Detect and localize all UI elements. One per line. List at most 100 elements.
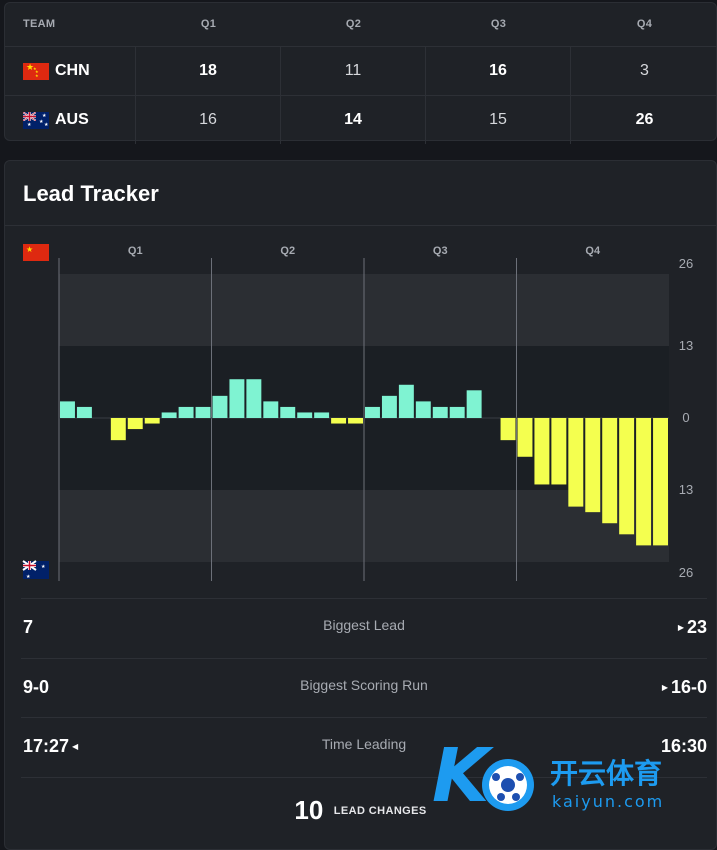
- q1-score: 16: [136, 96, 281, 144]
- stat-right-value: ▶ 23: [677, 617, 707, 637]
- quarter-label: Q3: [433, 245, 448, 257]
- lead-bars: [60, 379, 668, 546]
- stat-label: Time Leading: [321, 736, 407, 752]
- china-flag-icon: ★ ★ ★ ★: [23, 62, 49, 80]
- lead-tracker-chart: Q1 Q2 Q3 Q4 26 13 0 13 26 ★ ★ ★: [22, 244, 693, 581]
- lead-bar: [178, 406, 194, 418]
- q2-score: 14: [281, 96, 426, 144]
- header-team: TEAM: [23, 18, 56, 30]
- y-tick-label: 13: [679, 338, 693, 353]
- australia-flag-icon: ★ ★ ★ ★: [23, 111, 49, 129]
- svg-text:★: ★: [26, 245, 33, 254]
- lead-tracker-card: Lead Tracker Q1 Q2 Q3 Q4 26 13 0 13 26 ★ ★ ★ 7 …: [4, 160, 717, 850]
- team-name: AUS: [55, 111, 89, 128]
- y-tick-label: 13: [679, 482, 693, 497]
- q4-score: 26: [635, 111, 654, 128]
- divider: [5, 225, 716, 226]
- lead-bar: [314, 412, 330, 418]
- quarter-label: Q2: [280, 245, 295, 257]
- lead-bar: [263, 401, 279, 418]
- quarter-label: Q4: [585, 245, 601, 257]
- lead-bar: [585, 418, 601, 513]
- stat-right-value: 16:30: [660, 736, 707, 756]
- q2-score: 11: [281, 47, 426, 95]
- stat-left-value: 7: [23, 617, 34, 637]
- lead-bar: [348, 418, 363, 424]
- lead-bar: [466, 390, 482, 418]
- q4-score: 3: [640, 62, 649, 79]
- stat-left-value: 17:27 ◀: [23, 736, 79, 756]
- lead-bar: [144, 418, 160, 424]
- lead-bar: [432, 406, 448, 418]
- lead-bar: [500, 418, 516, 441]
- header-q4: Q4: [636, 18, 653, 30]
- lead-bar: [619, 418, 635, 535]
- lead-bar: [110, 418, 126, 441]
- svg-text:★: ★: [26, 574, 31, 580]
- lead-tracker-title: Lead Tracker: [23, 181, 159, 206]
- svg-text:kaiyun.com: kaiyun.com: [552, 792, 664, 811]
- quarter-labels: Q1 Q2 Q3 Q4: [128, 245, 601, 257]
- team-name: CHN: [55, 62, 90, 79]
- q1-score: 18: [136, 47, 281, 95]
- lead-bar: [449, 406, 465, 418]
- stat-time-leading: 17:27 ◀ Time Leading 16:30: [21, 717, 707, 776]
- stat-label: Biggest Lead: [323, 617, 405, 633]
- lead-changes-label: LEAD CHANGES: [333, 804, 427, 817]
- y-tick-label: 0: [682, 410, 689, 425]
- stat-biggest-lead: 7 Biggest Lead ▶ 23: [21, 598, 707, 657]
- lead-bar: [76, 406, 92, 418]
- lead-changes: 10 LEAD CHANGES: [5, 795, 716, 826]
- lead-bar: [534, 418, 550, 485]
- header-q1: Q1: [200, 18, 217, 30]
- divider: [21, 777, 707, 779]
- leader-arrow-icon: ▶: [661, 683, 668, 692]
- lead-bar: [551, 418, 567, 485]
- lead-bar: [229, 379, 245, 418]
- lead-changes-count: 10: [294, 795, 324, 825]
- lead-bar: [212, 395, 228, 418]
- lead-bar: [381, 395, 397, 418]
- stat-label: Biggest Scoring Run: [300, 677, 428, 693]
- lead-bar: [195, 406, 211, 418]
- y-tick-label: 26: [679, 256, 693, 271]
- header-q3: Q3: [490, 18, 507, 30]
- lead-bar: [161, 412, 177, 418]
- lead-bar: [568, 418, 584, 507]
- svg-text:K: K: [432, 735, 494, 815]
- kaiyun-watermark-logo: K 开云体育 kaiyun.com: [432, 735, 664, 815]
- team-cell: ★ ★ ★ ★ CHN: [5, 47, 136, 95]
- chart-chn-flag-icon: ★: [23, 244, 49, 261]
- team-cell: ★ ★ ★ ★ AUS: [5, 96, 136, 144]
- svg-text:★: ★: [41, 564, 46, 570]
- table-header: TEAM Q1 Q2 Q3 Q4: [5, 3, 717, 45]
- table-row: ★ ★ ★ ★ CHN 18 11 16 3: [5, 46, 717, 95]
- stat-biggest-scoring-run: 9-0 Biggest Scoring Run ▶ 16-0: [21, 658, 707, 717]
- lead-bar: [280, 406, 296, 418]
- q3-score: 15: [426, 96, 571, 144]
- lead-bar: [365, 406, 380, 418]
- quarter-label: Q1: [128, 245, 143, 257]
- header-q2: Q2: [345, 18, 362, 30]
- table-row: ★ ★ ★ ★ AUS 16 14 15 26: [5, 95, 717, 144]
- leader-arrow-icon: ▶: [677, 623, 684, 632]
- lead-bar: [653, 418, 668, 546]
- stat-left-value: 9-0: [23, 677, 50, 697]
- lead-bar: [297, 412, 313, 418]
- lead-bar: [127, 418, 143, 430]
- lead-bar: [60, 401, 75, 418]
- lead-bar: [331, 418, 347, 424]
- score-card: TEAM Q1 Q2 Q3 Q4 ★ ★ ★ ★ CHN 18 11 16 3: [4, 2, 717, 144]
- svg-text:开云体育: 开云体育: [550, 757, 662, 790]
- lead-bar: [246, 379, 262, 418]
- q3-score: 16: [426, 47, 571, 95]
- lead-bar: [415, 401, 431, 418]
- stat-right-value: ▶ 16-0: [661, 677, 707, 697]
- lead-bar: [398, 384, 414, 418]
- leader-arrow-icon: ◀: [72, 742, 79, 751]
- lead-bar: [636, 418, 652, 546]
- quarter-gridlines: [58, 258, 669, 581]
- lead-bar: [517, 418, 533, 457]
- chart-aus-flag-icon: ★ ★: [22, 560, 49, 580]
- y-axis-labels: 26 13 0 13 26: [679, 256, 693, 580]
